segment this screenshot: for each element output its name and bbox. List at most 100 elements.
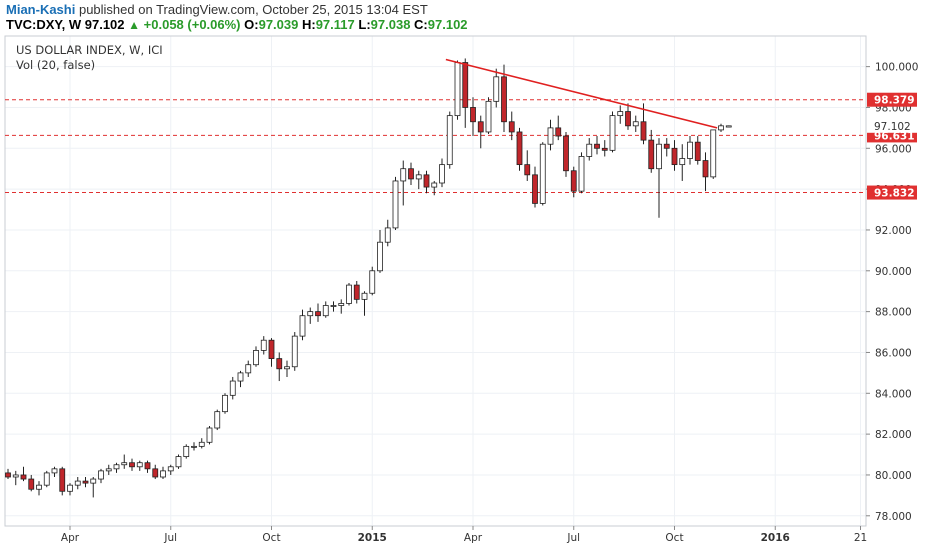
- candle-body: [470, 107, 476, 123]
- candle: [229, 376, 236, 400]
- y-tick-label: 88.000: [875, 307, 912, 319]
- candle-body: [594, 143, 600, 149]
- horizontal-levels: [5, 99, 866, 194]
- candle-body: [98, 470, 104, 480]
- trendline-layer[interactable]: [445, 58, 718, 129]
- candle-body: [663, 143, 670, 149]
- candle-body: [129, 462, 135, 468]
- candle: [206, 425, 213, 445]
- candle-body: [415, 174, 422, 180]
- candle: [508, 111, 515, 141]
- candle-body: [346, 284, 352, 304]
- candle-body: [253, 350, 259, 366]
- x-tick-label: Jul: [566, 532, 580, 544]
- publish-text: published on TradingView.com, October 25…: [78, 2, 428, 17]
- candle-body: [524, 164, 531, 176]
- candle: [594, 136, 600, 155]
- author-link[interactable]: Mian-Kashi: [6, 2, 76, 17]
- volume-indicator-label[interactable]: Vol (20, false): [16, 58, 96, 72]
- candle-body: [601, 147, 608, 151]
- candle: [136, 460, 143, 471]
- candle-body: [284, 366, 290, 370]
- y-tick-label: 100.000: [875, 62, 918, 74]
- candle-body: [702, 160, 709, 178]
- candle: [501, 64, 507, 132]
- candle-body: [90, 478, 97, 484]
- candle-body: [656, 143, 662, 170]
- candle-body: [462, 62, 469, 108]
- candle: [43, 470, 50, 488]
- candle: [98, 468, 104, 484]
- last-price: 97.102: [84, 17, 125, 32]
- candle-body: [477, 121, 484, 133]
- candle-body: [578, 156, 585, 192]
- candle-body: [501, 76, 507, 123]
- candle-body: [28, 478, 35, 490]
- candle: [725, 125, 732, 128]
- candle-body: [152, 468, 159, 478]
- candle-body: [105, 468, 112, 472]
- candle: [253, 346, 259, 367]
- x-tick-label: Apr: [61, 532, 80, 544]
- candle-body: [167, 466, 174, 472]
- candle: [617, 105, 624, 124]
- y-tick-label: 80.000: [875, 470, 912, 482]
- symbol-info-bar: TVC:DXY, W 97.102 ▲ +0.058 (+0.06%) O:97…: [6, 17, 468, 32]
- candle-body: [687, 141, 693, 159]
- candle: [563, 131, 569, 177]
- candle-body: [586, 143, 593, 157]
- y-tick-label: 84.000: [875, 388, 912, 400]
- candle: [423, 170, 430, 194]
- candle-body: [260, 339, 267, 351]
- candle: [625, 103, 631, 130]
- price-level-badge: [867, 185, 917, 200]
- price-axis[interactable]: 78.000 80.000 82.000 84.000 86.000 88.000 90.0…: [866, 62, 918, 523]
- candle-body: [36, 484, 42, 490]
- time-axis[interactable]: Apr Jul Oct 2015 Apr Jul Oct 2016 21: [61, 526, 867, 544]
- x-tick-label: Apr: [464, 532, 483, 544]
- candle: [322, 301, 329, 318]
- candle-body: [322, 305, 329, 317]
- candle-body: [82, 480, 89, 484]
- candle: [485, 97, 492, 134]
- candle-body: [671, 147, 678, 166]
- y-tick-label: 90.000: [875, 266, 912, 278]
- candle-body: [694, 141, 701, 161]
- candle: [160, 466, 166, 480]
- candle: [353, 281, 360, 304]
- close-label: C:: [414, 17, 428, 32]
- candle-body: [183, 445, 190, 457]
- candle-body: [493, 76, 500, 102]
- price-level-badge-label: 96.631: [874, 130, 915, 142]
- candle: [710, 129, 717, 179]
- candle-body: [268, 339, 275, 359]
- candle-body: [307, 311, 314, 317]
- candle: [307, 307, 314, 324]
- candle: [237, 370, 244, 388]
- candle-body: [175, 456, 182, 468]
- candle-body: [439, 164, 445, 184]
- candle: [338, 299, 345, 314]
- candle-body: [384, 227, 391, 243]
- candle: [694, 136, 701, 165]
- candle-body: [377, 241, 383, 272]
- candle: [539, 142, 546, 206]
- candle: [291, 332, 298, 371]
- trendline[interactable]: [445, 58, 718, 129]
- candle-body: [539, 143, 546, 204]
- open-value: 97.039: [258, 17, 299, 32]
- x-tick-label: Jul: [163, 532, 177, 544]
- candle: [516, 127, 523, 171]
- candle: [524, 150, 531, 181]
- candle: [129, 458, 135, 471]
- candle: [346, 283, 352, 306]
- candle: [330, 301, 337, 312]
- candle-body: [718, 125, 724, 131]
- candle: [5, 468, 11, 480]
- x-tick-label: Oct: [665, 532, 683, 544]
- candle: [477, 115, 484, 149]
- last-price-badge: [867, 118, 917, 133]
- candle-body: [237, 372, 244, 382]
- price-level-badge-label: 98.379: [874, 95, 915, 107]
